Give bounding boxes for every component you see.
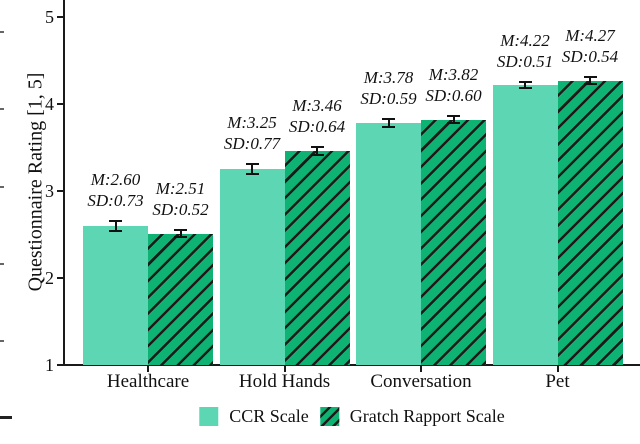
bar-value-label: M:3.25 SD:0.77 — [206, 112, 298, 154]
sd-label: SD:0.51 — [496, 51, 554, 71]
sd-label: SD:0.54 — [561, 47, 619, 67]
bar-hatched — [284, 150, 350, 365]
bar-solid — [492, 84, 558, 365]
error-bar-cap — [382, 118, 395, 121]
y-tick-label: 1 — [45, 355, 54, 375]
y-tick-label: 4 — [45, 94, 54, 114]
error-bar-cap — [447, 114, 460, 117]
error-bar — [245, 163, 259, 176]
mean-label: M:3.46 — [292, 95, 342, 115]
x-axis-line — [63, 364, 640, 366]
bar-hatched — [421, 119, 486, 365]
y-tick-mark — [57, 277, 64, 279]
y-tick-label: 2 — [45, 268, 54, 288]
crop-artifact-mark — [0, 416, 12, 419]
sd-label: SD:0.73 — [87, 190, 144, 210]
error-bar-cap — [174, 235, 187, 238]
crop-artifact-mark — [0, 31, 4, 33]
x-tick-label: Hold Hands — [238, 371, 331, 392]
x-tick-label: Conversation — [370, 371, 472, 392]
crop-artifact-mark — [0, 186, 4, 188]
error-bar-line — [524, 80, 526, 89]
crop-artifact-mark — [0, 263, 4, 265]
bar-solid — [83, 225, 148, 365]
x-tick-mark — [556, 365, 559, 372]
y-tick-mark — [57, 190, 64, 192]
mean-label: M:3.82 — [428, 64, 479, 84]
mean-label: M:4.22 — [500, 30, 550, 50]
bar-value-label: M:3.82 SD:0.60 — [408, 64, 500, 106]
legend-entry-label: Gratch Rapport Scale — [349, 406, 505, 426]
bar-value-label: M:2.51 SD:0.52 — [135, 178, 227, 220]
x-tick-mark — [147, 365, 149, 372]
crop-artifact-mark — [0, 108, 4, 110]
x-tick-label: Pet — [545, 371, 570, 392]
bar-solid — [356, 123, 421, 365]
sd-label: SD:0.64 — [288, 116, 346, 136]
error-bar — [382, 118, 395, 128]
legend-entry-label: CCR Scale — [229, 406, 309, 426]
bar-value-label: M:4.22 SD:0.51 — [479, 30, 571, 72]
legend-swatch — [319, 407, 339, 426]
bar-value-label: M:4.27 SD:0.54 — [544, 25, 636, 67]
error-bar — [174, 229, 187, 238]
error-bar — [583, 76, 597, 85]
mean-label: M:3.25 — [227, 113, 277, 133]
sd-label: SD:0.60 — [425, 85, 482, 105]
error-bar-cap — [447, 122, 460, 125]
y-tick-label: 3 — [45, 181, 54, 201]
y-tick-mark — [57, 16, 64, 18]
sd-label: SD:0.52 — [152, 200, 209, 220]
bar-value-label: M:3.46 SD:0.64 — [271, 95, 363, 137]
bar-hatched — [557, 80, 623, 365]
y-axis-line — [63, 0, 65, 366]
y-tick-label: 5 — [45, 7, 54, 27]
error-bar-cap — [245, 173, 259, 176]
legend-swatch — [199, 407, 219, 426]
error-bar-line — [387, 118, 390, 128]
error-bar-line — [316, 145, 318, 157]
mean-label: M:4.27 — [565, 26, 615, 46]
y-tick-mark — [57, 364, 64, 366]
error-bar-line — [251, 163, 253, 176]
bar-value-label: M:3.78 SD:0.59 — [343, 67, 435, 109]
x-tick-mark — [283, 365, 286, 372]
error-bar — [310, 145, 324, 157]
error-bar-cap — [310, 145, 324, 148]
crop-artifact-mark — [0, 340, 4, 342]
error-bar-cap — [583, 76, 597, 79]
error-bar-cap — [174, 229, 187, 232]
y-tick-mark — [57, 103, 64, 105]
error-bar-line — [179, 229, 182, 238]
bar-solid — [219, 169, 285, 365]
sd-label: SD:0.77 — [223, 134, 281, 154]
mean-label: M:2.60 — [90, 169, 141, 189]
error-bar-line — [114, 219, 117, 232]
mean-label: M:2.51 — [155, 179, 206, 199]
mean-label: M:3.78 — [363, 68, 414, 88]
error-bar-cap — [382, 125, 395, 128]
error-bar — [109, 219, 122, 232]
error-bar-cap — [109, 219, 122, 222]
error-bar-cap — [518, 80, 532, 83]
bar-hatched — [148, 233, 213, 365]
x-tick-mark — [420, 365, 422, 372]
error-bar-line — [589, 76, 591, 85]
error-bar-cap — [583, 82, 597, 85]
error-bar-cap — [109, 229, 122, 232]
error-bar-cap — [245, 163, 259, 166]
error-bar-cap — [518, 86, 532, 89]
error-bar-cap — [310, 154, 324, 157]
error-bar — [447, 114, 460, 125]
error-bar-line — [452, 114, 455, 125]
chart-legend: CCR Scale Gratch Rapport Scale — [199, 406, 505, 427]
x-tick-label: Healthcare — [106, 371, 190, 392]
error-bar — [518, 80, 532, 89]
bar-value-label: M:2.60 SD:0.73 — [70, 169, 162, 211]
sd-label: SD:0.59 — [360, 89, 417, 109]
